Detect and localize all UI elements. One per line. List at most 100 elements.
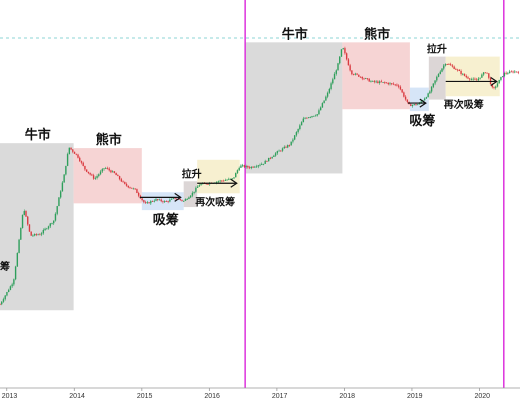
candle bbox=[163, 200, 166, 204]
region-labels-layer: 牛市熊市吸筹拉升再次吸筹牛市熊市吸筹拉升再次吸筹吸筹 bbox=[0, 26, 484, 273]
x-tick-label-2016: 2016 bbox=[204, 393, 220, 400]
candle bbox=[316, 114, 318, 117]
candle bbox=[517, 70, 519, 75]
candle bbox=[141, 197, 143, 202]
candle bbox=[75, 153, 77, 156]
candle bbox=[79, 156, 81, 162]
candle bbox=[85, 169, 88, 173]
candle bbox=[351, 70, 353, 76]
candle bbox=[80, 160, 83, 165]
candle bbox=[380, 79, 383, 83]
candle bbox=[68, 147, 71, 155]
candle bbox=[321, 102, 324, 108]
candle bbox=[434, 80, 436, 86]
candle bbox=[247, 165, 249, 169]
candle bbox=[366, 78, 369, 81]
candle bbox=[354, 72, 357, 76]
candle bbox=[96, 174, 98, 180]
x-tick-label-2017: 2017 bbox=[272, 393, 288, 400]
candle bbox=[89, 172, 91, 176]
region-pump-3 bbox=[183, 181, 198, 208]
candle bbox=[235, 172, 237, 178]
candle bbox=[290, 141, 292, 146]
candle bbox=[167, 200, 169, 204]
candle bbox=[266, 160, 268, 162]
candle bbox=[111, 170, 114, 173]
candle bbox=[359, 76, 362, 78]
region-bull-0 bbox=[0, 143, 74, 311]
candle bbox=[297, 128, 299, 134]
candle bbox=[295, 131, 298, 137]
candle bbox=[189, 195, 192, 199]
candle bbox=[302, 116, 305, 123]
candle bbox=[250, 166, 253, 170]
candle bbox=[170, 198, 173, 200]
candle bbox=[352, 73, 355, 76]
candle bbox=[472, 77, 474, 81]
candle bbox=[475, 77, 478, 81]
candle bbox=[311, 115, 313, 119]
candle bbox=[384, 81, 386, 85]
candle bbox=[280, 150, 282, 152]
candle bbox=[278, 149, 280, 152]
candle bbox=[377, 80, 379, 84]
candle bbox=[456, 68, 459, 72]
candle bbox=[399, 85, 402, 91]
candle bbox=[368, 78, 370, 82]
candle bbox=[181, 199, 183, 202]
candle bbox=[1, 301, 3, 306]
candle bbox=[61, 181, 64, 192]
candle bbox=[221, 180, 223, 183]
candle bbox=[77, 153, 79, 159]
candle bbox=[158, 198, 161, 201]
candle bbox=[271, 156, 273, 159]
arrow-head-2 bbox=[174, 192, 182, 202]
candle bbox=[467, 75, 469, 80]
candle bbox=[427, 92, 429, 98]
candle bbox=[443, 63, 445, 71]
candle bbox=[510, 70, 513, 73]
candle bbox=[30, 231, 32, 236]
candle bbox=[358, 74, 360, 78]
candle bbox=[356, 73, 358, 76]
candle bbox=[307, 116, 310, 119]
candle bbox=[229, 178, 232, 180]
candle bbox=[155, 197, 157, 202]
candle bbox=[264, 159, 266, 164]
candle bbox=[276, 150, 279, 155]
candle bbox=[288, 144, 291, 147]
candle bbox=[437, 73, 440, 78]
candle bbox=[396, 83, 398, 87]
candle bbox=[98, 173, 100, 178]
candle bbox=[496, 81, 499, 88]
candle bbox=[363, 77, 365, 80]
candle bbox=[9, 285, 12, 291]
candle bbox=[299, 123, 301, 131]
x-tick-label-2020: 2020 bbox=[474, 393, 490, 400]
candle bbox=[4, 295, 6, 301]
candle bbox=[248, 165, 251, 170]
candle bbox=[124, 181, 126, 185]
candle bbox=[345, 52, 348, 61]
candle bbox=[150, 200, 152, 206]
region-label-accumulate-7: 吸筹 bbox=[409, 113, 435, 129]
candle bbox=[304, 117, 306, 120]
candle bbox=[54, 212, 57, 222]
region-bull-5 bbox=[245, 42, 343, 174]
candle bbox=[432, 83, 435, 89]
candle bbox=[460, 69, 462, 76]
candle bbox=[144, 200, 147, 204]
candle bbox=[165, 200, 168, 202]
candle bbox=[27, 215, 29, 226]
candle bbox=[153, 199, 155, 203]
candle bbox=[259, 163, 261, 167]
candle bbox=[391, 83, 393, 86]
candle bbox=[37, 233, 39, 236]
candle bbox=[47, 225, 50, 230]
candle bbox=[451, 64, 454, 68]
candle bbox=[20, 227, 22, 240]
candle bbox=[370, 80, 372, 83]
candle bbox=[94, 176, 97, 180]
candle bbox=[186, 198, 188, 200]
candle bbox=[241, 163, 244, 168]
